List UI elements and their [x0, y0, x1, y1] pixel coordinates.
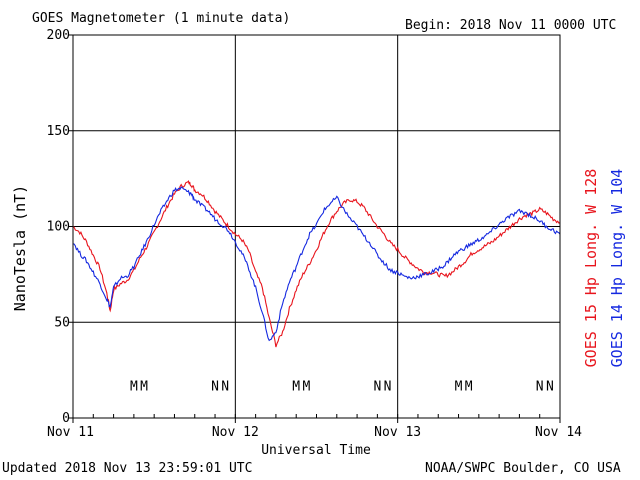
local-time-marker: M — [302, 379, 310, 394]
local-time-marker: M — [140, 379, 148, 394]
series-line-goes14 — [72, 186, 561, 342]
legend-entry-goes14: GOES 14 Hp Long. W 104 — [608, 169, 626, 368]
legend: GOES 15 Hp Long. W 128 GOES 14 Hp Long. W… — [582, 169, 626, 368]
updated-timestamp: Updated 2018 Nov 13 23:59:01 UTC — [2, 461, 253, 476]
local-time-marker: N — [384, 379, 392, 394]
x-tick-label: Nov 13 — [374, 425, 421, 440]
y-axis-label: NanoTesla (nT) — [11, 185, 29, 311]
y-tick-label: 50 — [54, 315, 70, 330]
local-time-marker: N — [211, 379, 219, 394]
local-time-marker: M — [292, 379, 300, 394]
y-tick-label: 0 — [62, 411, 70, 426]
local-time-marker: M — [465, 379, 473, 394]
local-time-marker: N — [373, 379, 381, 394]
local-time-marker: N — [536, 379, 544, 394]
begin-time-label: Begin: 2018 Nov 11 0000 UTC — [405, 18, 617, 33]
x-tick-label: Nov 14 — [535, 425, 582, 440]
local-time-marker: N — [221, 379, 229, 394]
series-line-goes15 — [72, 179, 561, 348]
legend-entry-goes15: GOES 15 Hp Long. W 128 — [582, 169, 600, 368]
plot-frame — [72, 34, 561, 419]
series-layer — [72, 179, 561, 348]
local-time-marker: M — [130, 379, 138, 394]
local-time-marker: M — [455, 379, 463, 394]
y-tick-label: 200 — [47, 28, 70, 43]
y-tick-label: 100 — [47, 220, 70, 235]
y-tick-label: 150 — [47, 124, 70, 139]
source-credit: NOAA/SWPC Boulder, CO USA — [425, 461, 621, 476]
local-time-marker: N — [546, 379, 554, 394]
grid-layer — [72, 34, 561, 419]
x-tick-label: Nov 11 — [47, 425, 94, 440]
x-axis-label: Universal Time — [261, 443, 371, 458]
axis-layer: 0 50 100 150 200 Nov 11 Nov 12 Nov 13 Nov 14 — [47, 28, 583, 440]
chart-title: GOES Magnetometer (1 minute data) — [32, 11, 291, 26]
x-tick-label: Nov 12 — [212, 425, 259, 440]
